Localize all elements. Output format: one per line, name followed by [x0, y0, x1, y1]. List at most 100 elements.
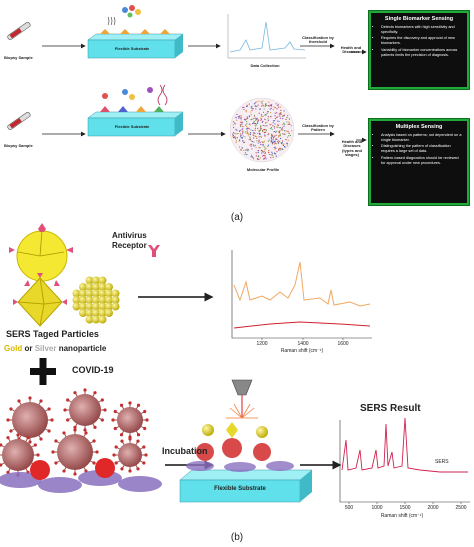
decor — [264, 156, 267, 158]
decor — [252, 108, 254, 110]
decor — [250, 111, 252, 113]
decor — [273, 127, 276, 129]
decor — [255, 119, 257, 121]
material-word: nanoparticle — [58, 344, 107, 353]
decor — [288, 122, 290, 124]
receptor-label: Antivirus — [112, 231, 147, 240]
decor — [286, 121, 288, 123]
decor — [28, 440, 32, 444]
decor — [282, 123, 284, 126]
decor — [287, 115, 289, 117]
decor — [276, 130, 278, 132]
decor — [234, 123, 236, 125]
decor — [281, 127, 284, 129]
decor — [92, 276, 100, 285]
decor — [242, 125, 244, 128]
decor — [262, 129, 264, 131]
decor — [255, 124, 257, 126]
decor — [236, 113, 238, 116]
decor — [245, 125, 248, 127]
decor — [283, 143, 285, 145]
decor — [244, 136, 246, 138]
decor — [256, 137, 258, 139]
decor — [111, 302, 120, 311]
decor — [260, 117, 262, 119]
decor — [112, 453, 116, 457]
decor — [273, 152, 276, 154]
decor — [243, 118, 246, 120]
panel-a-shapes — [7, 5, 367, 163]
decor — [72, 289, 81, 298]
decor — [267, 144, 270, 146]
decor — [111, 418, 115, 422]
decor — [242, 132, 244, 134]
decor — [79, 296, 87, 304]
decor — [243, 108, 245, 111]
decor — [268, 105, 270, 107]
decor — [261, 152, 263, 154]
decor — [265, 129, 268, 132]
substrate-label: Flexible Substrate — [214, 486, 266, 492]
decor — [249, 133, 251, 136]
decor — [270, 140, 272, 142]
decor — [238, 130, 241, 132]
decor — [265, 129, 267, 131]
decor — [253, 141, 255, 143]
decor — [251, 148, 253, 150]
decor — [30, 460, 50, 480]
decor — [234, 138, 237, 140]
decor — [250, 145, 252, 147]
decor — [253, 121, 255, 123]
decor — [246, 128, 248, 130]
decor — [246, 105, 248, 108]
result-label: Health and Diseases — [340, 45, 362, 55]
decor — [246, 123, 248, 125]
decor — [0, 463, 3, 467]
decor — [288, 118, 291, 120]
decor — [232, 121, 234, 123]
decor — [247, 134, 249, 136]
particles-label: SERS Taged Particles — [6, 329, 99, 339]
decor — [267, 145, 269, 147]
decor — [242, 135, 244, 137]
decor — [271, 134, 273, 137]
decor — [249, 124, 251, 126]
decor — [278, 135, 280, 137]
decor — [83, 388, 87, 392]
decor — [253, 145, 255, 147]
decor — [267, 134, 269, 136]
decor — [92, 309, 100, 317]
decor — [276, 112, 278, 114]
decor — [262, 144, 265, 146]
decor — [253, 132, 255, 134]
decor — [265, 122, 267, 124]
decor — [259, 108, 261, 110]
decor — [264, 135, 266, 137]
decor — [265, 103, 267, 105]
decor — [278, 140, 280, 142]
decor — [277, 141, 279, 143]
decor — [279, 117, 282, 119]
decor — [256, 158, 259, 161]
decor — [98, 315, 107, 324]
decor — [255, 152, 257, 154]
decor — [271, 153, 274, 155]
decor — [66, 398, 70, 402]
decor — [236, 129, 238, 131]
decor — [274, 135, 276, 137]
decor — [51, 450, 55, 454]
decor — [103, 408, 107, 412]
decor — [262, 151, 264, 153]
decor — [237, 132, 239, 135]
decor — [282, 118, 284, 120]
decor — [263, 158, 265, 160]
receptor-label: Receptor — [112, 241, 147, 250]
decor — [33, 443, 37, 447]
tick-label: 2500 — [455, 505, 467, 511]
decor — [236, 137, 239, 139]
decor — [246, 116, 248, 118]
decor — [92, 296, 100, 304]
decor — [235, 116, 237, 118]
decor — [264, 131, 266, 133]
decor — [258, 130, 260, 133]
